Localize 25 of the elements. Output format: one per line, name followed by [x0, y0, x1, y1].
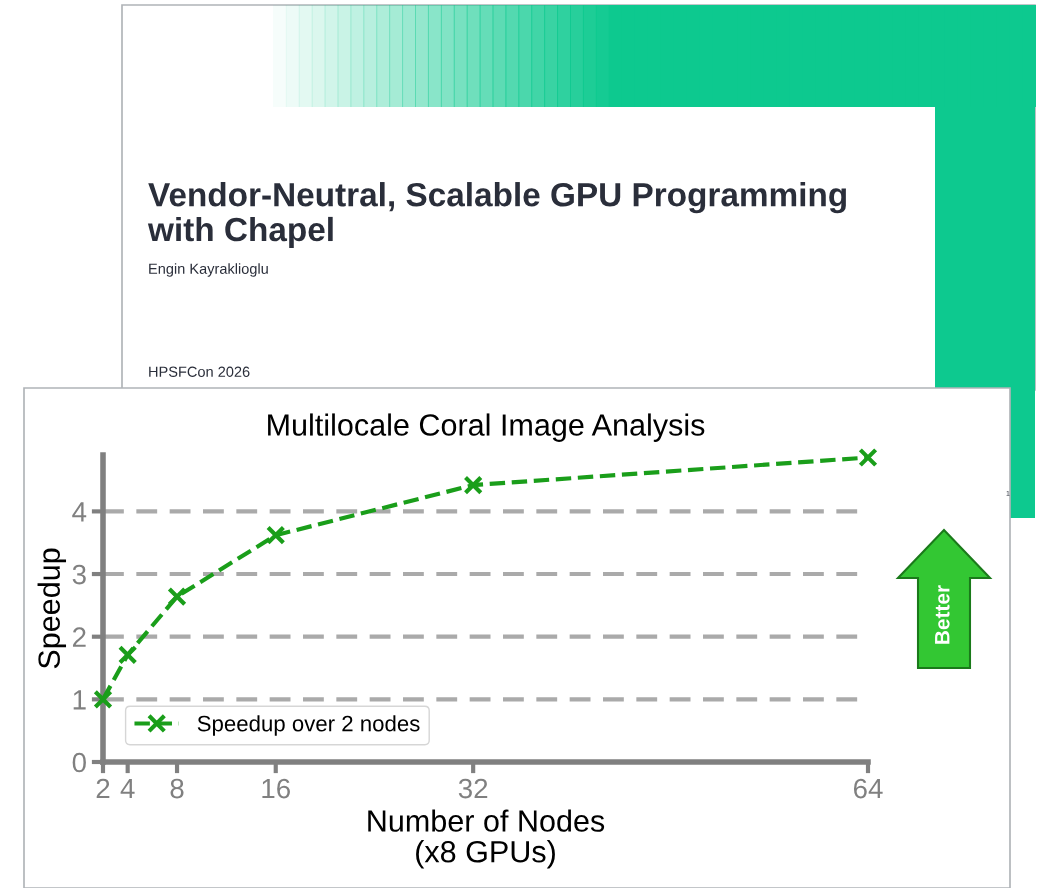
text: Engin Kayraklioglu	[149, 263, 268, 277]
point	[463, 475, 483, 495]
x-tick-label: 16	[262, 778, 290, 799]
x-tick-label: 32	[458, 778, 488, 799]
point	[167, 586, 187, 607]
x-axis-title: Number of Nodes (x8 GPUs)	[368, 809, 605, 869]
y-axis-title: Speedup	[37, 548, 67, 669]
text: Better	[935, 585, 950, 644]
text: Vendor-Neutral, Scalable GPU Programming with Chapel	[147, 182, 846, 248]
x-tick-label: 2	[96, 778, 110, 799]
text: HPSFCon 2026	[149, 366, 250, 377]
y-tick-label: 3	[72, 564, 86, 585]
point	[117, 645, 138, 665]
x-tick-label: 8	[170, 778, 184, 799]
point	[93, 689, 113, 710]
y-tick-label: 4	[72, 502, 87, 522]
y-tick-label: 2	[72, 627, 86, 647]
point	[858, 447, 878, 468]
y-tick-label: 1	[73, 690, 86, 710]
x-tick-label: 64	[853, 778, 883, 799]
x-tick-label: 4	[120, 778, 135, 799]
point	[266, 525, 286, 545]
y-tick-label: 0	[72, 752, 86, 773]
chart-title: Multilocale Coral Image Analysis	[268, 413, 705, 442]
legend-label: Speedup over 2 nodes	[197, 715, 420, 736]
